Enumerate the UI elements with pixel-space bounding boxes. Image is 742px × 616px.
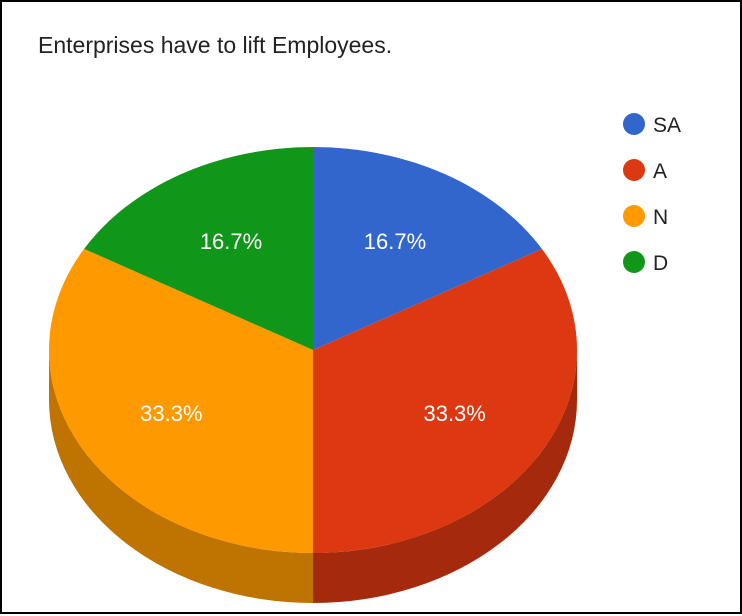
- slice-label-a: 33.3%: [423, 401, 485, 426]
- legend-label-a[interactable]: A: [653, 160, 667, 183]
- slice-label-n: 33.3%: [140, 401, 202, 426]
- legend-marker-d: [623, 251, 645, 273]
- chart-title: Enterprises have to lift Employees.: [38, 32, 393, 58]
- legend-label-n[interactable]: N: [653, 206, 668, 229]
- slice-label-sa: 16.7%: [364, 229, 426, 254]
- pie-side-a: [313, 350, 577, 603]
- pie-slice-d[interactable]: [84, 147, 313, 350]
- legend-label-d[interactable]: D: [653, 252, 668, 275]
- legend-marker-a: [623, 159, 645, 181]
- pie-slice-sa[interactable]: [313, 147, 542, 350]
- slice-label-d: 16.7%: [200, 229, 262, 254]
- legend-marker-sa: [623, 113, 645, 135]
- legend-label-sa[interactable]: SA: [653, 114, 681, 137]
- legend-marker-n: [623, 205, 645, 227]
- pie-slice-a[interactable]: [313, 248, 577, 554]
- pie-slice-n[interactable]: [48, 248, 314, 554]
- pie-side-n: [49, 350, 313, 603]
